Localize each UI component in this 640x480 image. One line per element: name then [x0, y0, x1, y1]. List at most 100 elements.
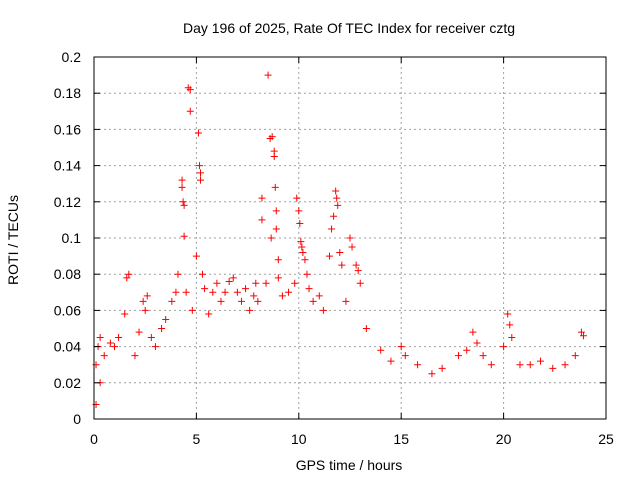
axis-ticks — [93, 56, 607, 420]
data-point — [326, 252, 334, 260]
x-tick-label: 15 — [393, 431, 409, 447]
data-point — [336, 248, 344, 256]
data-point — [180, 201, 188, 209]
data-point — [199, 270, 207, 278]
data-point — [192, 252, 200, 260]
data-point — [272, 225, 280, 233]
data-point — [158, 325, 166, 332]
y-tick-label: 0.16 — [54, 121, 81, 137]
data-point — [342, 297, 350, 305]
data-point — [123, 274, 131, 282]
data-point — [377, 346, 385, 354]
data-point — [246, 306, 254, 314]
data-point — [348, 243, 356, 251]
data-point — [295, 207, 303, 215]
data-point — [121, 310, 129, 318]
data-point — [168, 297, 176, 305]
data-point — [221, 288, 229, 296]
data-point — [296, 220, 304, 228]
data-point — [299, 248, 307, 256]
data-point — [139, 297, 147, 305]
data-point — [334, 201, 342, 209]
data-point — [110, 343, 118, 351]
data-point — [414, 361, 422, 369]
data-point — [500, 343, 508, 351]
data-point — [479, 352, 487, 360]
data-point — [487, 361, 495, 369]
data-point — [319, 306, 327, 314]
data-point — [506, 321, 514, 329]
data-point — [352, 261, 360, 269]
data-point — [438, 364, 446, 372]
data-point — [330, 212, 338, 220]
data-point — [178, 176, 186, 184]
data-point — [188, 306, 196, 314]
data-point — [258, 194, 266, 202]
data-point — [252, 279, 260, 287]
y-tick-label: 0.02 — [54, 375, 81, 391]
data-point — [250, 292, 258, 300]
data-point — [333, 194, 341, 202]
data-point — [196, 176, 204, 184]
data-point — [264, 71, 272, 79]
data-point — [268, 133, 276, 141]
data-point — [571, 352, 579, 360]
x-tick-label: 0 — [90, 431, 98, 447]
data-point — [194, 129, 202, 137]
y-tick-label: 0 — [73, 411, 81, 427]
y-tick-label: 0.04 — [54, 339, 81, 355]
data-point — [508, 334, 516, 342]
x-tick-label: 20 — [496, 431, 512, 447]
data-point — [131, 352, 139, 360]
data-point — [162, 315, 170, 323]
data-point — [182, 288, 190, 296]
data-point — [328, 225, 336, 233]
data-point — [278, 292, 286, 300]
data-point — [125, 270, 133, 278]
data-point — [354, 267, 362, 275]
data-point — [174, 270, 182, 278]
data-points — [92, 71, 587, 409]
data-point — [267, 234, 275, 242]
x-tick-label: 10 — [291, 431, 307, 447]
data-point — [428, 370, 436, 378]
data-point — [141, 306, 149, 314]
data-point — [229, 274, 237, 282]
data-point — [180, 232, 188, 240]
x-tick-label: 5 — [193, 431, 201, 447]
data-point — [195, 162, 203, 170]
data-point — [473, 339, 481, 347]
x-axis-label: GPS time / hours — [296, 457, 403, 473]
data-point — [549, 364, 557, 372]
data-point — [217, 297, 225, 305]
y-axis-label: ROTI / TECUs — [5, 195, 21, 285]
data-point — [577, 328, 585, 336]
data-point — [536, 357, 544, 365]
y-tick-label: 0.2 — [62, 49, 82, 65]
data-point — [209, 288, 217, 296]
data-point — [401, 352, 409, 360]
data-point — [270, 153, 278, 161]
data-point — [274, 274, 282, 282]
x-tick-labels: 0 5 10 15 20 25 — [90, 431, 614, 447]
data-point — [298, 243, 306, 251]
data-point — [151, 343, 159, 351]
data-point — [147, 334, 155, 342]
data-point — [100, 352, 108, 360]
data-point — [205, 310, 213, 318]
data-point — [338, 261, 346, 269]
data-point — [463, 346, 471, 354]
y-tick-label: 0.18 — [54, 85, 81, 101]
data-point — [186, 86, 194, 94]
data-point — [196, 169, 204, 177]
y-tick-labels: 0 0.02 0.04 0.06 0.08 0.1 0.12 0.14 0.16 0.18 0.2 — [54, 49, 81, 427]
data-point — [504, 310, 512, 318]
data-point — [213, 279, 221, 287]
data-point — [186, 107, 194, 115]
data-point — [303, 270, 311, 278]
data-point — [285, 288, 293, 296]
data-point — [362, 325, 370, 332]
data-point — [225, 277, 233, 285]
